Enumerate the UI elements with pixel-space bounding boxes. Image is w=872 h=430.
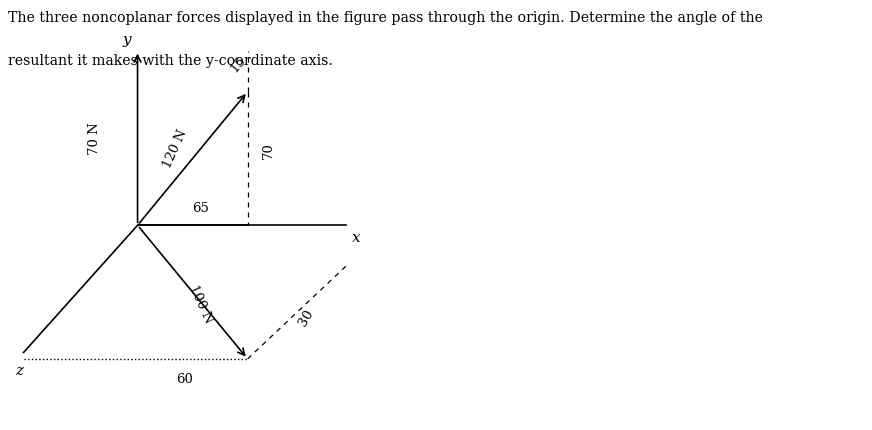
Text: 70: 70 xyxy=(262,142,275,159)
Text: 120 N: 120 N xyxy=(161,127,189,170)
Text: y: y xyxy=(123,34,132,47)
Text: resultant it makes with the y-coordinate axis.: resultant it makes with the y-coordinate… xyxy=(8,54,333,68)
Text: 30: 30 xyxy=(296,307,316,328)
Text: 65: 65 xyxy=(192,202,209,215)
Text: 100 N: 100 N xyxy=(186,282,215,325)
Text: The three noncoplanar forces displayed in the figure pass through the origin. De: The three noncoplanar forces displayed i… xyxy=(8,11,763,25)
Text: z: z xyxy=(16,363,24,377)
Text: 60: 60 xyxy=(176,372,194,385)
Text: x: x xyxy=(352,230,361,244)
Text: 15: 15 xyxy=(228,54,249,75)
Text: 70 N: 70 N xyxy=(88,123,101,155)
